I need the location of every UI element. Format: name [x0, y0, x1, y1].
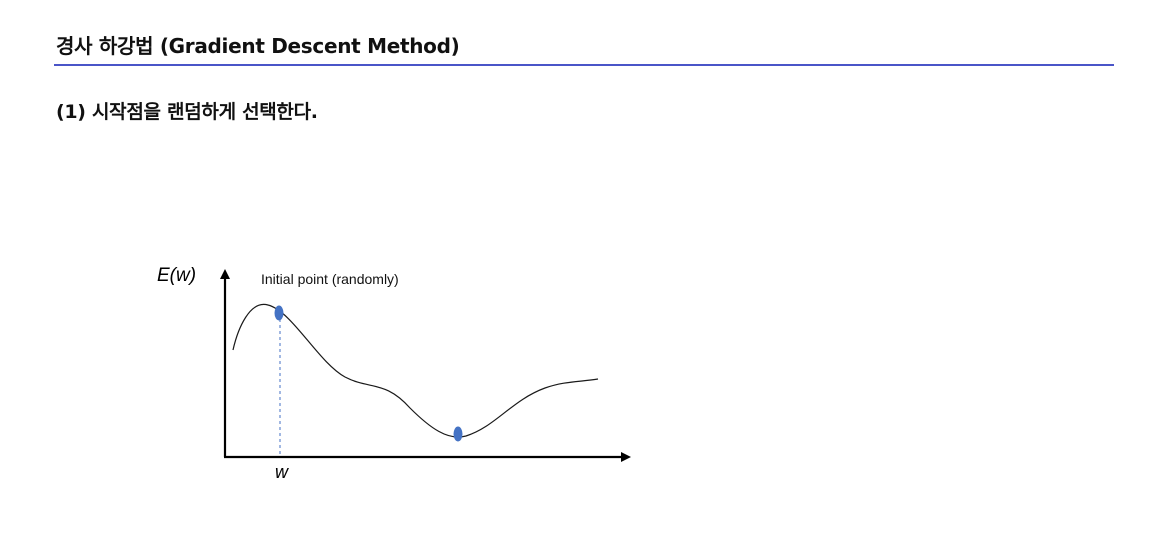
error-curve	[232, 303, 599, 438]
x-axis-label: w	[275, 462, 289, 482]
slide-title: 경사 하강법 (Gradient Descent Method)	[56, 34, 460, 58]
initial-point-annotation: Initial point (randomly)	[261, 271, 399, 287]
step-description: (1) 시작점을 랜덤하게 선택한다.	[56, 101, 318, 123]
minimum-point-marker	[453, 426, 463, 442]
initial-point-marker	[274, 305, 284, 321]
y-axis-label: E(w)	[157, 265, 196, 286]
title-underline	[54, 64, 1114, 66]
